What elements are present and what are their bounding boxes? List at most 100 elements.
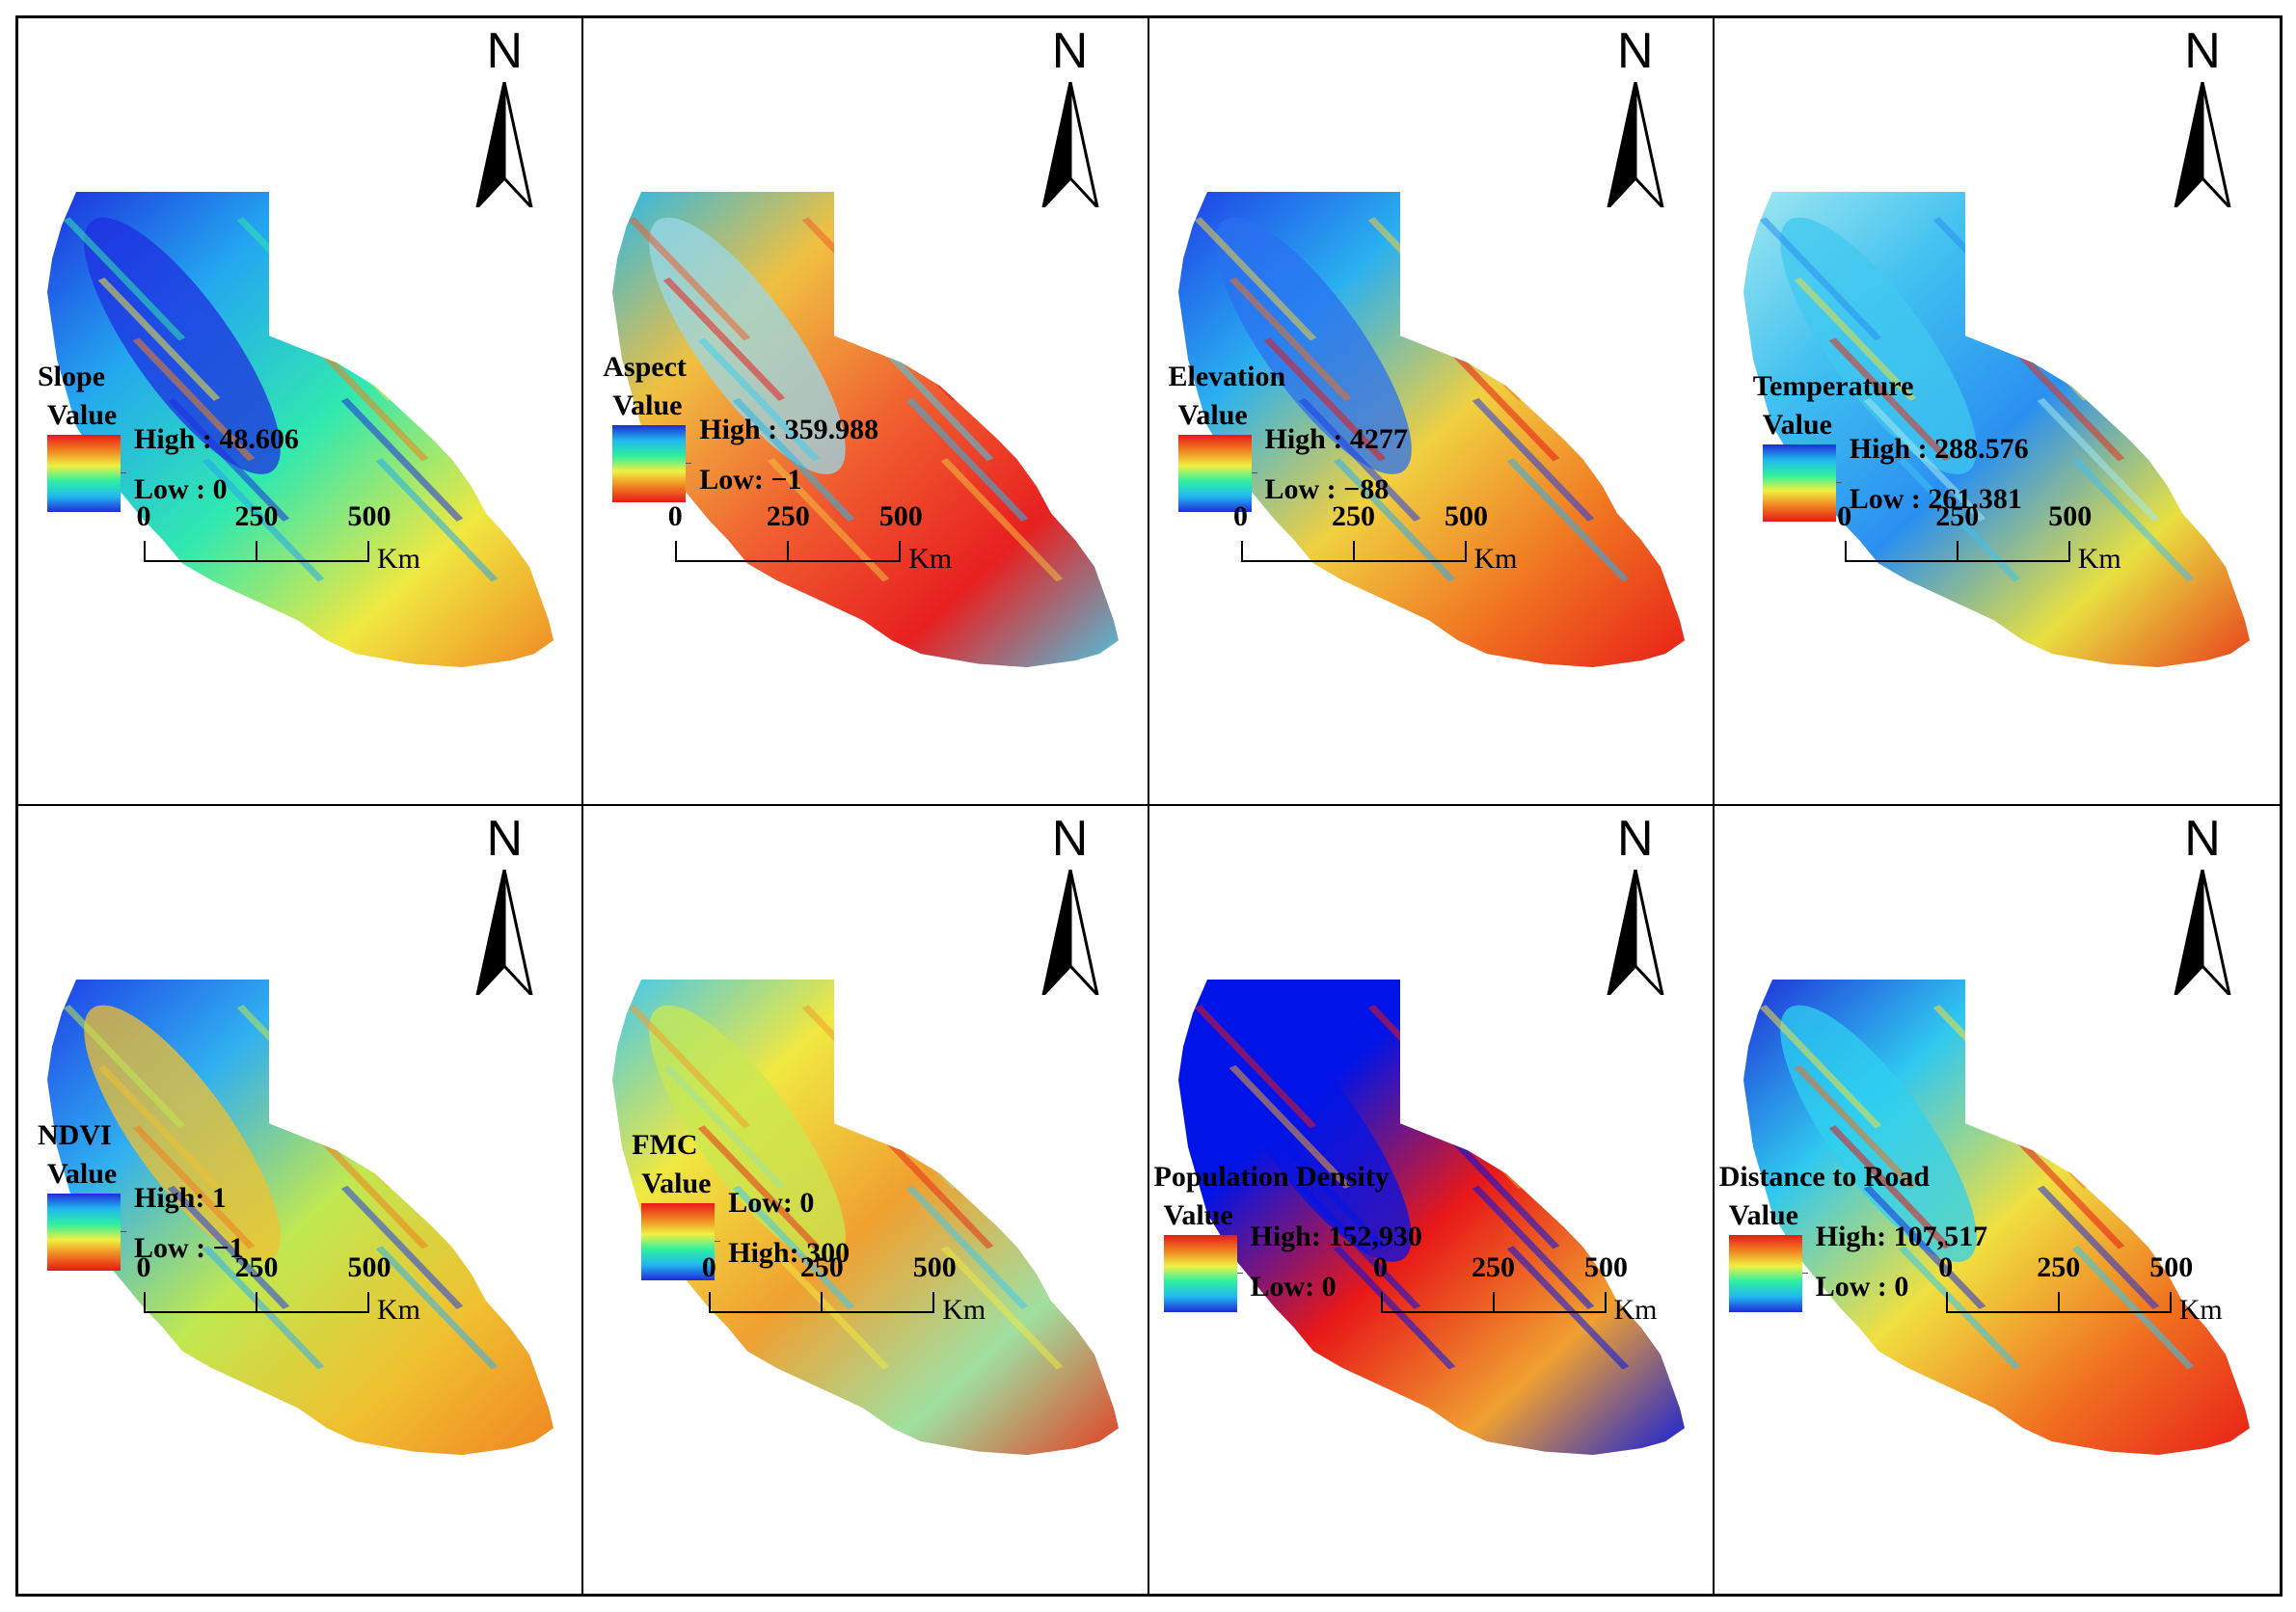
scale-label-0: 0 (701, 1251, 716, 1283)
legend-value-label: Value (1762, 409, 1832, 441)
legend-color-ramp (1728, 1235, 1808, 1312)
legend-high-label: High: 1 (134, 1182, 227, 1214)
scale-bar: 0 250 500 Km (1233, 500, 1518, 578)
legend-low-label: Low: 0 (728, 1187, 815, 1219)
map-panel-aspect: N Aspect Value High : 359.988 Low: −1 0 250 500… (583, 18, 1149, 806)
legend-high-label: High: 152,930 (1250, 1221, 1422, 1252)
north-arrow-icon: N (1597, 814, 1674, 997)
scale-bar: 0 250 500 Km (1837, 500, 2121, 578)
legend-high-label: High: 300 (728, 1237, 851, 1269)
north-arrow-icon: N (2164, 814, 2241, 997)
scale-label-0: 0 (136, 500, 151, 532)
scale-label-250: 250 (234, 500, 279, 532)
map-panel-elevation: N Elevation Value High : 4277 Low : −88 0 250 5… (1148, 18, 1715, 806)
scale-unit: Km (2178, 1294, 2223, 1326)
scale-label-500: 500 (1584, 1251, 1628, 1283)
scale-unit: Km (908, 543, 953, 575)
legend-value-label: Value (1163, 1199, 1233, 1231)
legend-low-label: Low: −1 (699, 464, 802, 496)
legend-value-label: Value (612, 390, 683, 421)
map-panel-ndvi: N NDVI Value High: 1 Low : −1 0 250 500 Km (18, 806, 584, 1594)
scale-unit: Km (2077, 543, 2121, 575)
legend-value-label: Value (1177, 399, 1248, 431)
legend-low-label: Low : 0 (134, 473, 228, 505)
layer-title: Slope (38, 361, 106, 392)
legend-color-ramp (612, 425, 692, 502)
north-arrow-icon: N (466, 26, 543, 209)
scale-label-0: 0 (667, 500, 683, 532)
map-panel-road: N Distance to Road Value High: 107,517 Low :… (1715, 806, 2280, 1594)
scale-unit: Km (1473, 543, 1518, 575)
scale-label-0: 0 (1373, 1251, 1388, 1283)
scale-unit: Km (377, 543, 420, 575)
scale-unit: Km (942, 1294, 986, 1326)
scale-label-250: 250 (1935, 500, 1980, 532)
legend-low-label: Low : −88 (1264, 473, 1390, 505)
layer-title: Distance to Road (1718, 1161, 1931, 1193)
legend-value-label: Value (47, 399, 118, 431)
map-panel-temperature: N Temperature Value High : 288.576 Low : 261… (1714, 18, 2280, 806)
california-map (1177, 192, 1685, 668)
legend-value-label: Value (1728, 1199, 1798, 1231)
north-letter: N (1051, 23, 1089, 79)
layer-title: FMC (632, 1129, 698, 1161)
legend-color-ramp (47, 435, 126, 512)
scale-unit: Km (1613, 1294, 1658, 1326)
north-arrow-icon: N (1032, 26, 1109, 209)
scale-label-500: 500 (878, 500, 923, 532)
scale-label-500: 500 (2149, 1251, 2194, 1283)
legend-high-label: High : 4277 (1264, 423, 1408, 455)
layer-title: Elevation (1168, 361, 1286, 392)
legend-color-ramp (47, 1194, 126, 1271)
california-map (1742, 192, 2250, 668)
layer-title: NDVI (38, 1119, 112, 1151)
legend-color-ramp (641, 1203, 721, 1280)
scale-unit: Km (377, 1294, 420, 1326)
scale-bar: 0 250 500 Km (702, 1251, 986, 1329)
scale-label-250: 250 (1332, 500, 1375, 532)
map-panel-slope: N Slope Value High : 48.606 Low : 0 0 250 500 Km (18, 18, 584, 806)
north-arrow-icon: N (466, 814, 543, 997)
scale-label-0: 0 (136, 1251, 151, 1283)
legend-color-ramp (1177, 435, 1257, 512)
layer-title: Population Density (1153, 1161, 1390, 1193)
north-letter: N (1051, 811, 1089, 867)
north-letter: N (486, 811, 524, 867)
map-panel-fmc: N FMC Value Low: 0 High: 300 0 250 500 Km (583, 806, 1149, 1594)
california-map (1742, 980, 2250, 1456)
scale-label-0: 0 (1938, 1251, 1954, 1283)
map-grid: N Slope Value High : 48.606 Low : 0 0 250 500 Km… (15, 15, 2282, 1597)
legend-value-label: Value (641, 1168, 712, 1199)
scale-label-500: 500 (1445, 500, 1488, 532)
legend-high-label: High : 359.988 (699, 414, 879, 445)
scale-bar: 0 250 500 Km (1938, 1251, 2223, 1329)
legend-low-label: Low: 0 (1250, 1271, 1337, 1303)
legend-low-label: Low : 261.381 (1849, 483, 2022, 515)
scale-bar: 0 250 500 Km (668, 500, 953, 578)
north-letter: N (486, 23, 524, 79)
legend-value-label: Value (47, 1158, 118, 1190)
legend-low-label: Low : −1 (134, 1232, 244, 1264)
legend-color-ramp (1762, 444, 1842, 522)
scale-bar: 0 250 500 Km (137, 1251, 421, 1329)
scale-label-500: 500 (2048, 500, 2093, 532)
legend-color-ramp (1163, 1235, 1243, 1312)
scale-label-250: 250 (799, 1251, 844, 1283)
north-arrow-icon: N (1597, 26, 1674, 209)
scale-label-250: 250 (766, 500, 810, 532)
north-letter: N (2184, 811, 2221, 867)
north-letter: N (1616, 811, 1654, 867)
scale-label-0: 0 (1233, 500, 1248, 532)
scale-label-500: 500 (347, 500, 392, 532)
scale-label-500: 500 (347, 1251, 392, 1283)
california-map (612, 192, 1120, 668)
north-arrow-icon: N (2164, 26, 2241, 209)
scale-label-250: 250 (2037, 1251, 2081, 1283)
north-letter: N (2184, 23, 2221, 79)
north-letter: N (1616, 23, 1654, 79)
legend-high-label: High: 107,517 (1815, 1221, 1988, 1252)
layer-title: Aspect (603, 351, 687, 383)
scale-bar: 0 250 500 Km (1373, 1251, 1658, 1329)
scale-label-500: 500 (912, 1251, 957, 1283)
scale-label-0: 0 (1837, 500, 1852, 532)
